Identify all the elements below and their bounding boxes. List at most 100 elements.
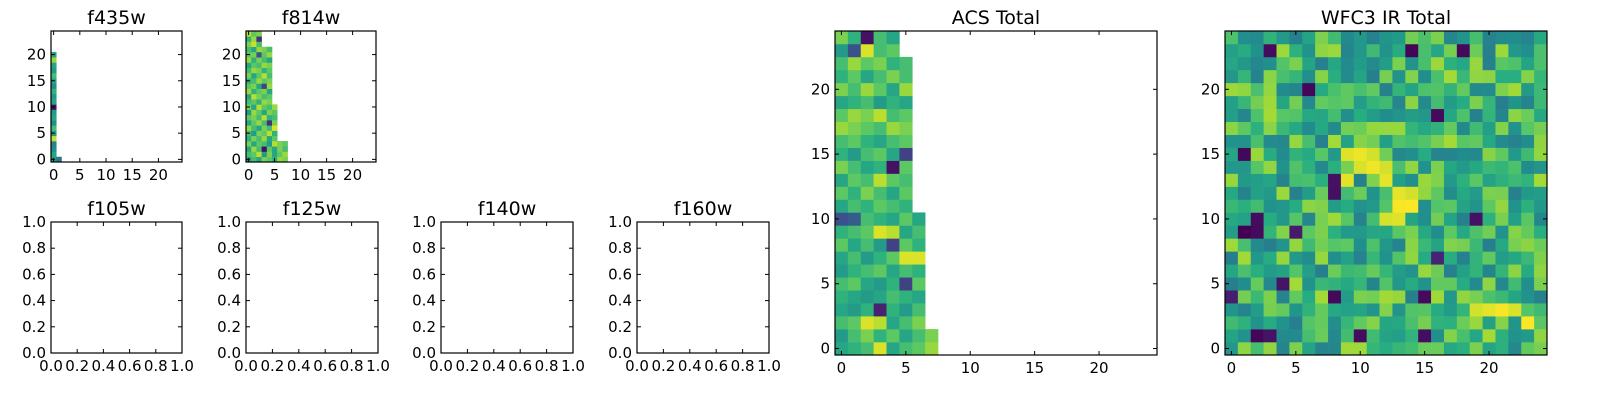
heatmap-cell xyxy=(1250,329,1264,343)
x-tick-label: 0.0 xyxy=(39,357,63,375)
heatmap-cell xyxy=(1353,303,1367,317)
heatmap-cell xyxy=(835,69,849,84)
heatmap-cell xyxy=(835,290,849,304)
heatmap-cell xyxy=(847,277,862,291)
heatmap-cell xyxy=(912,238,926,252)
heatmap-cell xyxy=(1237,199,1252,213)
heatmap-cell xyxy=(873,121,887,135)
heatmap-cell xyxy=(1379,160,1393,174)
heatmap-cell xyxy=(1443,251,1458,265)
heatmap-cell xyxy=(266,156,273,163)
heatmap-cell xyxy=(1328,147,1342,161)
plot-area-f140w xyxy=(441,222,573,353)
heatmap-cell xyxy=(266,88,273,95)
heatmap-cell xyxy=(899,173,913,187)
heatmap-cell xyxy=(1328,134,1342,148)
heatmap-cell xyxy=(251,135,257,142)
heatmap-cell xyxy=(1250,108,1264,123)
heatmap-cell xyxy=(1495,290,1509,304)
heatmap-cell xyxy=(1328,316,1342,330)
heatmap-cell xyxy=(899,121,913,135)
heatmap-cell xyxy=(246,67,252,74)
heatmap-cell xyxy=(1508,212,1522,226)
panel-title: f435w xyxy=(87,7,146,29)
heatmap-cell xyxy=(1340,147,1355,161)
heatmap-cell xyxy=(835,121,849,135)
heatmap-cell xyxy=(1534,199,1548,213)
heatmap-cell xyxy=(1237,121,1252,135)
x-tick-label: 0.0 xyxy=(234,357,258,375)
heatmap-cell xyxy=(1379,264,1393,278)
y-tick-label: 5 xyxy=(820,275,830,293)
heatmap-cell xyxy=(1482,56,1496,71)
heatmap-cell xyxy=(1353,277,1367,291)
heatmap-cell xyxy=(1405,342,1419,356)
heatmap-cell xyxy=(835,82,849,97)
heatmap-cell xyxy=(899,147,913,161)
heatmap-cell xyxy=(1521,186,1535,200)
heatmap-cell xyxy=(899,316,913,330)
y-tick-label: 0.2 xyxy=(217,318,241,336)
heatmap-cell xyxy=(1302,238,1316,252)
heatmap-cell xyxy=(1315,238,1329,252)
heatmap-cell xyxy=(1237,69,1252,84)
heatmap-cell xyxy=(1456,329,1471,343)
heatmap-cell xyxy=(1315,329,1329,343)
heatmap-cell xyxy=(1289,290,1303,304)
y-tick-label: 1.0 xyxy=(608,213,632,231)
x-tick-label: 20 xyxy=(343,166,362,184)
x-tick-label: 5 xyxy=(1291,359,1301,377)
heatmap-cell xyxy=(886,121,900,135)
plot-area-f105w xyxy=(51,222,182,353)
y-tick-label: 0.6 xyxy=(608,265,632,283)
heatmap-cell xyxy=(1340,264,1355,278)
heatmap-cell xyxy=(1469,290,1483,304)
heatmap-cell xyxy=(51,146,57,152)
heatmap-cell xyxy=(246,36,252,42)
heatmap-cell xyxy=(886,160,900,174)
heatmap-cell xyxy=(1250,290,1264,304)
heatmap-cell xyxy=(266,125,273,131)
x-tick-label: 0.4 xyxy=(287,357,311,375)
heatmap-cell xyxy=(847,329,862,343)
heatmap-cell xyxy=(1508,342,1522,356)
heatmap-cell xyxy=(860,212,874,226)
heatmap-cell xyxy=(261,99,268,105)
heatmap-cell xyxy=(1379,342,1393,356)
heatmap-cell xyxy=(1302,121,1316,135)
heatmap-cell xyxy=(1431,329,1445,343)
heatmap-cell xyxy=(886,56,900,71)
heatmap-cell xyxy=(1250,225,1264,239)
heatmap-cell xyxy=(1418,225,1432,239)
heatmap-cell xyxy=(1289,303,1303,317)
heatmap-cell xyxy=(1431,316,1445,330)
heatmap-cell xyxy=(1456,316,1471,330)
heatmap-cell xyxy=(246,93,252,100)
heatmap-cell xyxy=(1469,303,1483,317)
heatmap-cell xyxy=(256,141,262,147)
heatmap-cell xyxy=(1495,277,1509,291)
heatmap-cell xyxy=(1392,199,1406,213)
heatmap-cell xyxy=(1534,134,1548,148)
heatmap-cell xyxy=(1340,212,1355,226)
heatmap-cell xyxy=(847,238,862,252)
heatmap-cell xyxy=(1521,329,1535,343)
heatmap-cell xyxy=(1225,342,1239,356)
heatmap-cell xyxy=(272,104,278,110)
heatmap-cell xyxy=(1392,121,1406,135)
heatmap-cell xyxy=(1495,342,1509,356)
heatmap-cell xyxy=(1237,277,1252,291)
heatmap-cell xyxy=(847,303,862,317)
heatmap-cell xyxy=(1328,225,1342,239)
heatmap-cell xyxy=(1237,95,1252,110)
heatmap-cell xyxy=(1482,342,1496,356)
heatmap-cell xyxy=(1469,43,1483,58)
heatmap-cell xyxy=(1392,134,1406,148)
heatmap-cell xyxy=(1340,303,1355,317)
heatmap-cell xyxy=(1508,238,1522,252)
heatmap-cell xyxy=(1302,69,1316,84)
heatmap-cell xyxy=(266,109,273,116)
heatmap-cell xyxy=(1482,303,1496,317)
heatmap-cell xyxy=(1340,329,1355,343)
heatmap-cell xyxy=(1521,95,1535,110)
